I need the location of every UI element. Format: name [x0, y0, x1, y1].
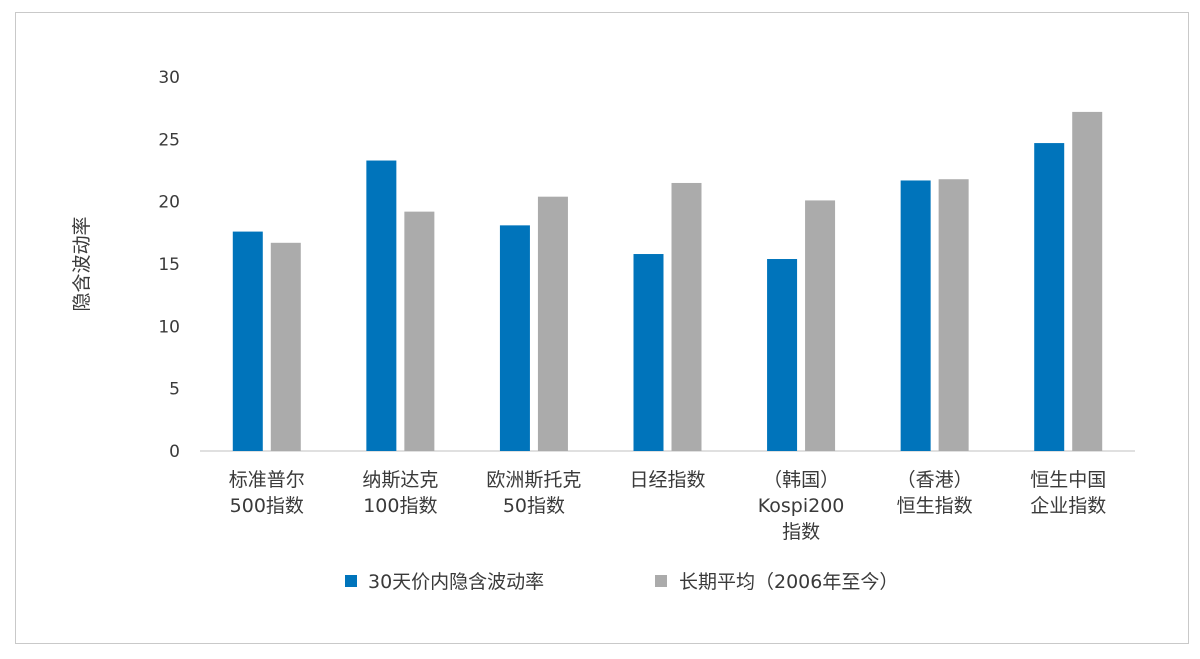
legend-swatch	[655, 575, 667, 587]
y-tick-label: 10	[158, 317, 180, 337]
x-tick-label: 纳斯达克 100指数	[362, 469, 438, 517]
y-tick-label: 25	[158, 130, 180, 150]
legend-label: 长期平均（2006年至今）	[679, 571, 898, 593]
bar	[404, 211, 435, 451]
bar	[270, 242, 301, 451]
x-tick-label: （香港）恒生指数	[897, 469, 973, 517]
bar	[805, 200, 836, 451]
x-tick-label: 日经指数	[629, 469, 705, 491]
x-tick-label: （韩国） Kospi200 指数	[758, 469, 845, 543]
chart-frame	[15, 12, 1189, 644]
x-tick-label: 标准普尔 500指数	[229, 469, 305, 517]
y-tick-label: 20	[158, 193, 180, 213]
bar	[633, 254, 664, 451]
bar	[938, 179, 969, 451]
bar	[499, 225, 530, 451]
bar	[232, 231, 263, 451]
y-tick-label: 30	[158, 68, 180, 88]
legend-label: 30天价内隐含波动率	[368, 571, 544, 593]
y-tick-label: 0	[169, 442, 180, 462]
legend: 30天价内隐含波动率 长期平均（2006年至今）	[345, 571, 898, 593]
bar	[900, 180, 931, 451]
bars	[232, 111, 1103, 451]
x-tick-label: 恒生中国企业指数	[1030, 469, 1106, 517]
bar	[1072, 111, 1103, 451]
y-tick-label: 15	[158, 255, 180, 275]
legend-swatch	[345, 575, 357, 587]
bar	[767, 259, 798, 451]
y-tick-label: 5	[169, 380, 180, 400]
bar	[671, 182, 702, 451]
x-tick-label: 欧洲斯托克 50指数	[486, 469, 581, 517]
bar	[366, 160, 397, 451]
y-axis-label: 隐含波动率	[71, 216, 93, 311]
y-axis-ticks: 0 5 10 15 20 25 30	[158, 68, 180, 462]
bar	[1034, 143, 1065, 451]
bar	[537, 196, 568, 451]
